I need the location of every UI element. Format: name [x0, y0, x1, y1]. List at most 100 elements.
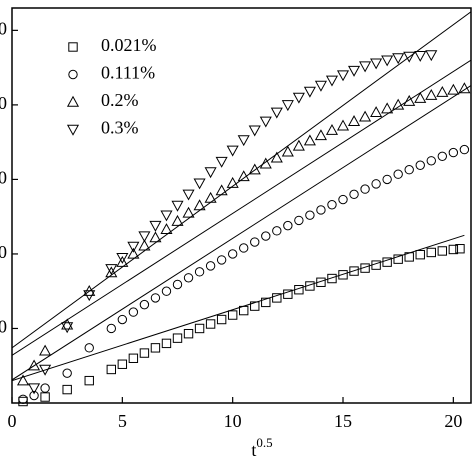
marker-triangle-down [171, 200, 184, 212]
marker-triangle-up [447, 83, 460, 95]
marker-triangle-down [28, 383, 41, 395]
marker-square [106, 364, 117, 375]
marker-circle [338, 194, 348, 205]
marker-square [68, 42, 78, 52]
y-tick-label: 0 [0, 242, 7, 262]
marker-circle [371, 179, 381, 189]
marker-triangle-up [281, 145, 294, 157]
marker-circle [139, 299, 150, 310]
marker-triangle-up [28, 359, 41, 371]
marker-circle [194, 267, 205, 277]
marker-triangle-up [215, 184, 228, 196]
marker-triangle-up [160, 223, 173, 235]
marker-triangle-up [149, 231, 162, 243]
fit-line [12, 85, 471, 381]
marker-triangle-down [39, 364, 52, 376]
marker-square [250, 301, 260, 311]
marker-square [84, 375, 94, 386]
marker-square [172, 333, 183, 343]
marker-square [216, 314, 227, 325]
marker-triangle-up [370, 106, 383, 118]
marker-triangle-down [127, 241, 140, 253]
marker-square [239, 305, 249, 316]
marker-circle [404, 165, 414, 175]
marker-triangle-up [359, 110, 372, 122]
marker-triangle-down [314, 80, 327, 92]
marker-circle [393, 169, 403, 179]
marker-circle [382, 174, 392, 185]
legend-label: 0.111% [101, 63, 155, 83]
marker-square [415, 249, 425, 260]
marker-triangle-down [336, 70, 350, 82]
marker-triangle-down [370, 58, 383, 70]
marker-circle [29, 390, 39, 401]
y-tick-label: 0 [0, 18, 7, 38]
marker-triangle-down [403, 51, 416, 63]
marker-circle [106, 323, 117, 334]
marker-square [205, 319, 216, 329]
marker-triangle-up [303, 134, 316, 146]
marker-square [382, 257, 392, 267]
marker-triangle-down [204, 167, 217, 179]
marker-circle [349, 189, 359, 200]
marker-square [448, 244, 459, 255]
marker-square [360, 263, 370, 273]
marker-square [455, 244, 465, 254]
marker-square [18, 396, 28, 407]
marker-square [194, 323, 205, 334]
marker-triangle-down [116, 252, 129, 264]
marker-circle [216, 255, 227, 265]
fit-lines [12, 11, 471, 382]
marker-square [161, 338, 172, 349]
marker-triangle-up [138, 239, 151, 251]
marker-triangle-down [425, 50, 438, 62]
marker-circle [360, 184, 370, 194]
x-tick-label: 5 [118, 411, 127, 431]
marker-triangle-down [149, 220, 162, 232]
x-tick-label: 15 [334, 411, 352, 431]
marker-circle [205, 261, 216, 271]
marker-triangle-down [303, 86, 316, 98]
marker-triangle-down [215, 156, 228, 168]
marker-triangle-up [336, 119, 350, 131]
marker-triangle-down [66, 124, 80, 136]
marker-triangle-up [458, 82, 471, 94]
plot-frame [11, 7, 472, 404]
marker-circle [327, 200, 337, 210]
marker-triangle-down [182, 189, 195, 201]
marker-square [437, 246, 448, 256]
marker-triangle-up [16, 374, 30, 386]
marker-circle [437, 151, 448, 162]
marker-triangle-up [182, 206, 195, 218]
marker-circle [283, 220, 293, 231]
marker-triangle-up [193, 199, 206, 211]
marker-triangle-down [292, 92, 305, 104]
marker-triangle-up [347, 115, 361, 126]
marker-circle [426, 156, 436, 166]
marker-triangle-up [237, 170, 250, 182]
marker-triangle-up [381, 102, 394, 114]
marker-triangle-down [105, 264, 118, 276]
fit-line [12, 11, 471, 349]
marker-circle [84, 343, 94, 353]
marker-triangle-up [61, 318, 74, 330]
marker-triangle-down [392, 53, 405, 65]
marker-square [183, 328, 194, 339]
marker-square [261, 297, 271, 308]
marker-square [371, 260, 381, 270]
marker-triangle-up [314, 129, 327, 141]
marker-triangle-up [116, 255, 129, 267]
marker-circle [459, 144, 470, 155]
marker-triangle-up [270, 151, 283, 163]
marker-square [40, 392, 50, 402]
marker-triangle-up [425, 88, 438, 100]
marker-circle [227, 249, 238, 259]
marker-circle [150, 293, 161, 303]
marker-square [62, 384, 72, 395]
marker-triangle-down [347, 65, 361, 77]
x-axis-label: t0.5 [251, 435, 272, 460]
marker-triangle-down [270, 107, 283, 119]
marker-square [139, 348, 150, 358]
marker-circle [272, 226, 282, 236]
x-tick-label: 10 [224, 411, 242, 431]
